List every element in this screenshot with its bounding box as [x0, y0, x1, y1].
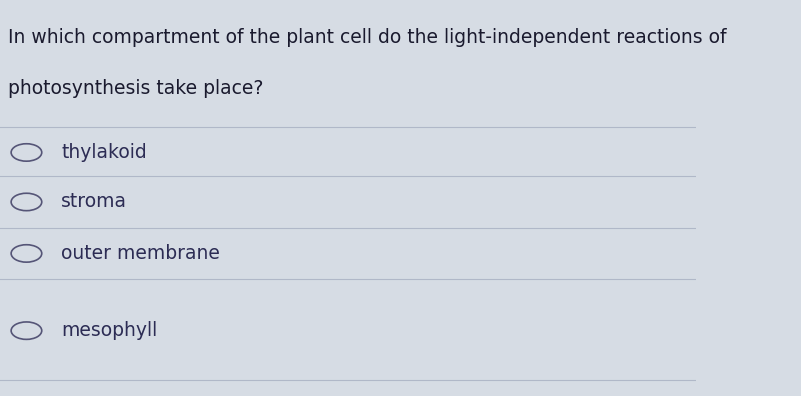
Text: mesophyll: mesophyll [61, 321, 158, 340]
Text: stroma: stroma [61, 192, 127, 211]
Text: In which compartment of the plant cell do the light-independent reactions of: In which compartment of the plant cell d… [8, 28, 727, 47]
Text: outer membrane: outer membrane [61, 244, 220, 263]
Text: thylakoid: thylakoid [61, 143, 147, 162]
Text: photosynthesis take place?: photosynthesis take place? [8, 79, 264, 98]
